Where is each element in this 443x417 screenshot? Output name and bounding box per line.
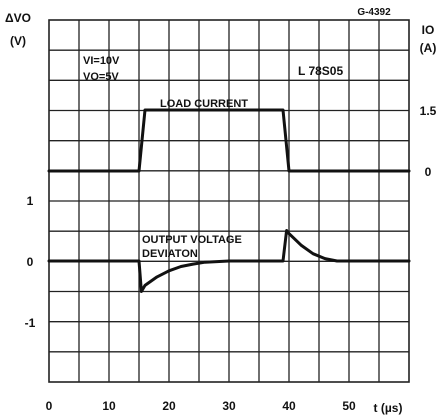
series-load-current-line bbox=[47, 108, 411, 173]
series-output-voltage-line bbox=[47, 229, 411, 293]
series-label-load-current: LOAD CURRENT bbox=[160, 98, 248, 110]
left-axis-label: ΔVO bbox=[5, 11, 31, 25]
left-axis-unit: (V) bbox=[10, 34, 26, 48]
x-tick-label: 50 bbox=[342, 399, 356, 413]
x-tick-label: 0 bbox=[46, 399, 53, 413]
x-tick-label: 40 bbox=[282, 399, 296, 413]
x-axis-label: t (µs) bbox=[374, 401, 403, 415]
plot-frame bbox=[48, 19, 410, 383]
figure-id: G-4392 bbox=[357, 7, 391, 18]
x-tick-label: 20 bbox=[162, 399, 176, 413]
x-tick-label: 30 bbox=[222, 399, 236, 413]
chart-title: L 78S05 bbox=[298, 64, 343, 78]
left-tick-label: 0 bbox=[27, 255, 34, 269]
x-tick-label: 10 bbox=[102, 399, 116, 413]
right-tick-label: 0 bbox=[425, 165, 432, 179]
condition-vo: VO=5V bbox=[83, 71, 119, 83]
series-label-voltage-line2: DEVIATON bbox=[142, 248, 198, 260]
right-tick-label: 1.5 bbox=[420, 104, 437, 118]
left-tick-label: -1 bbox=[25, 316, 36, 330]
right-axis-unit: (A) bbox=[420, 41, 437, 55]
right-axis-ticks: 1.50 bbox=[420, 104, 437, 179]
left-axis-ticks: 1 0 -1 bbox=[25, 194, 36, 330]
series-label-voltage-line1: OUTPUT VOLTAGE bbox=[142, 234, 242, 246]
condition-vi: VI=10V bbox=[83, 55, 120, 67]
right-axis-label: IO bbox=[422, 23, 435, 37]
left-tick-label: 1 bbox=[27, 194, 34, 208]
x-axis-ticks: 0 10 20 30 40 50 bbox=[46, 399, 356, 413]
